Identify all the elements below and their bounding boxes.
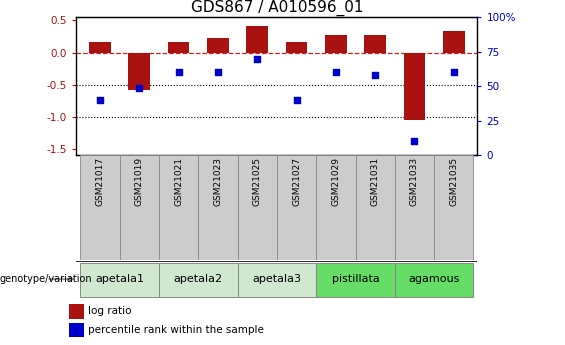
Text: GSM21023: GSM21023 [214,157,223,206]
Point [371,72,380,78]
Point [253,56,262,61]
Bar [89,42,111,52]
Text: pistillata: pistillata [332,274,379,284]
Point [134,85,144,90]
Point [214,70,223,75]
Text: GSM21019: GSM21019 [134,157,144,206]
FancyBboxPatch shape [120,155,159,260]
Bar [443,31,464,52]
Bar [69,323,84,337]
FancyBboxPatch shape [80,155,120,260]
Bar [403,52,425,120]
Text: apetala3: apetala3 [253,274,301,284]
FancyBboxPatch shape [198,155,237,260]
Text: GSM21025: GSM21025 [253,157,262,206]
Text: log ratio: log ratio [88,306,131,316]
Point [410,139,419,144]
Text: GSM21031: GSM21031 [371,157,380,206]
Point [449,70,458,75]
Text: apetala2: apetala2 [173,274,223,284]
Bar [168,42,189,52]
Text: GSM21027: GSM21027 [292,157,301,206]
Text: GSM21033: GSM21033 [410,157,419,206]
Point [95,97,105,103]
Text: apetala1: apetala1 [95,274,144,284]
Text: GSM21021: GSM21021 [174,157,183,206]
Bar [128,52,150,90]
Text: percentile rank within the sample: percentile rank within the sample [88,325,263,335]
FancyBboxPatch shape [277,155,316,260]
FancyBboxPatch shape [316,263,395,297]
Bar [246,26,268,52]
Point [174,70,183,75]
FancyBboxPatch shape [237,263,316,297]
FancyBboxPatch shape [434,155,473,260]
Bar [286,42,307,52]
FancyBboxPatch shape [355,155,395,260]
Title: GDS867 / A010596_01: GDS867 / A010596_01 [190,0,363,16]
FancyBboxPatch shape [159,155,198,260]
FancyBboxPatch shape [395,263,473,297]
Point [292,97,301,103]
FancyBboxPatch shape [395,155,434,260]
Bar [325,35,347,52]
Text: GSM21017: GSM21017 [95,157,105,206]
Text: genotype/variation: genotype/variation [0,274,93,284]
Text: agamous: agamous [408,274,460,284]
Point [331,70,340,75]
FancyBboxPatch shape [80,263,159,297]
Bar [69,304,84,319]
Text: GSM21029: GSM21029 [331,157,340,206]
FancyBboxPatch shape [237,155,277,260]
FancyBboxPatch shape [159,263,237,297]
Bar [207,38,229,52]
FancyBboxPatch shape [316,155,355,260]
Bar [364,35,386,52]
Text: GSM21035: GSM21035 [449,157,458,206]
